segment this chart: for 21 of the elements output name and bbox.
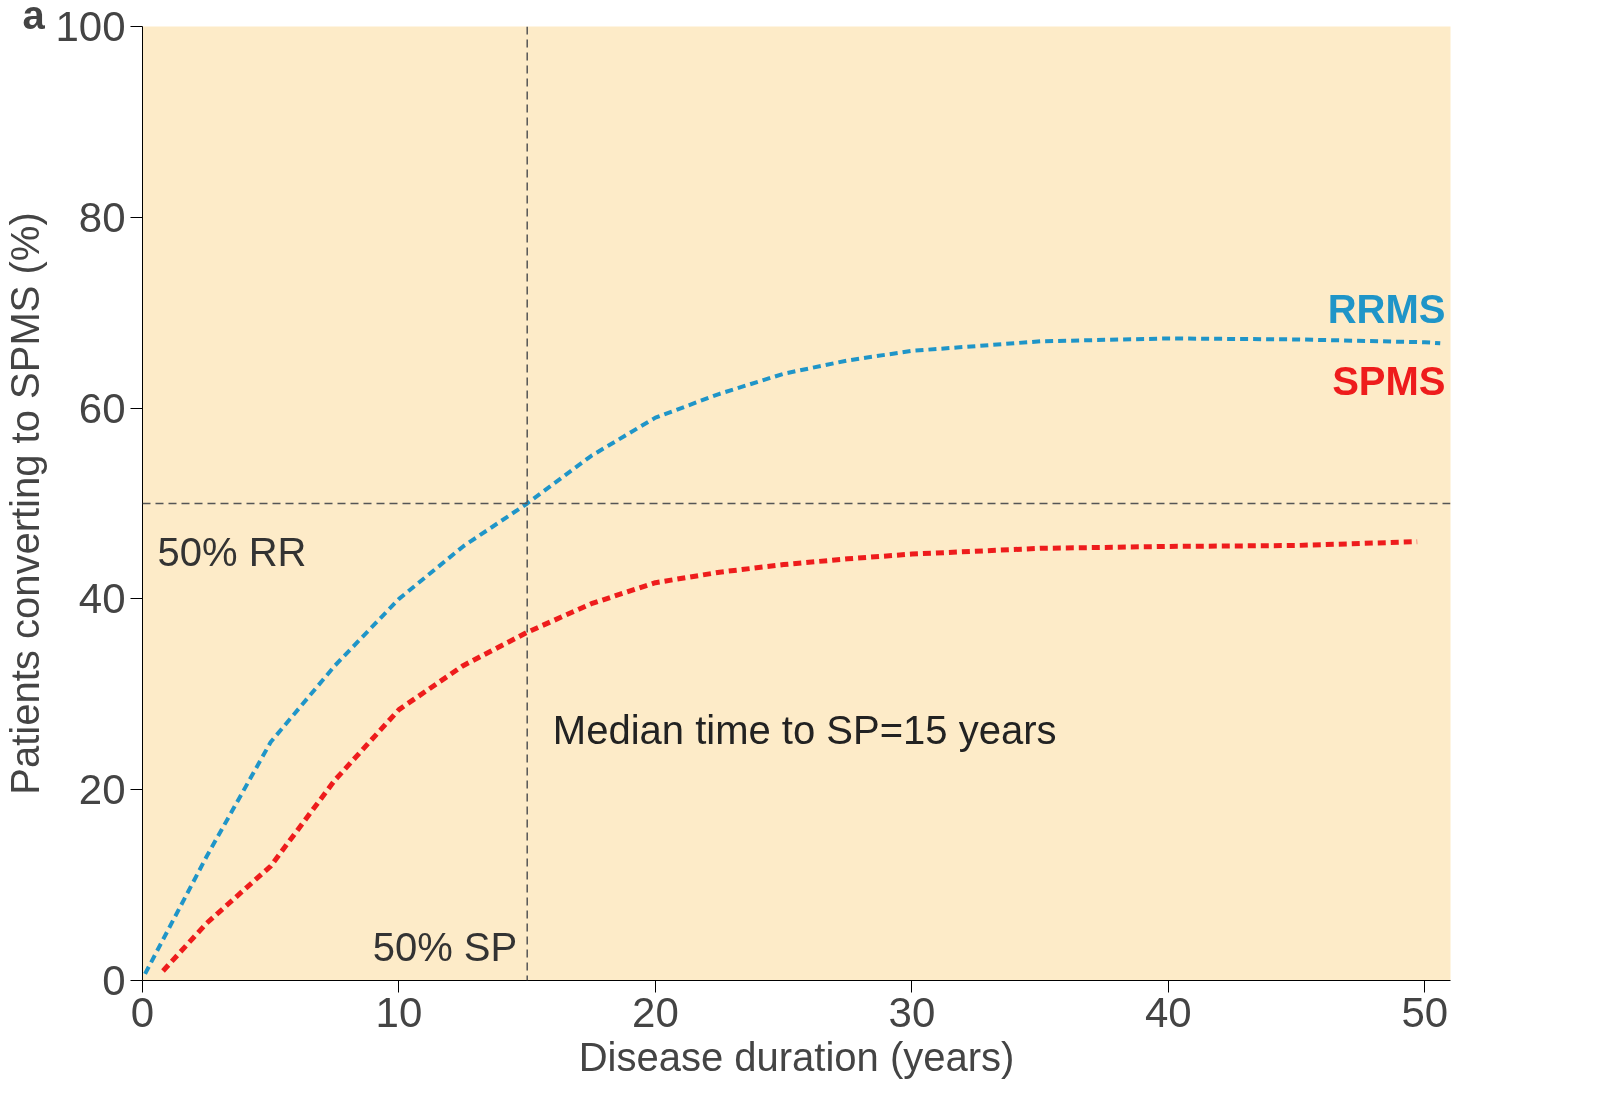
- annotation: Median time to SP=15 years: [552, 707, 1057, 752]
- y-tick-label: 100: [55, 3, 126, 50]
- x-tick-label: 50: [1401, 988, 1449, 1036]
- y-tick-label: 0: [102, 957, 126, 1004]
- ref-line-label: 50% RR: [157, 529, 307, 574]
- y-tick-label: 20: [78, 766, 126, 814]
- ref-line-label: 50% SP: [372, 924, 518, 969]
- x-tick-label: 40: [1145, 988, 1192, 1036]
- y-tick-label: 40: [78, 575, 126, 623]
- x-tick-label: 10: [375, 988, 423, 1036]
- text: a: [22, 0, 46, 37]
- series-label: RRMS: [1327, 287, 1446, 332]
- y-axis-title: Patients converting to SPMS (%): [3, 212, 48, 795]
- x-tick-label: 20: [632, 988, 679, 1036]
- y-tick-label: 60: [78, 384, 126, 432]
- x-tick-label: 30: [888, 988, 936, 1036]
- x-tick-label: 0: [130, 988, 155, 1036]
- y-tick-label: 80: [78, 193, 126, 241]
- x-axis-title: Disease duration (years): [578, 1034, 1015, 1079]
- text: SPMS: [1332, 359, 1446, 404]
- line-series: [143, 336, 1443, 976]
